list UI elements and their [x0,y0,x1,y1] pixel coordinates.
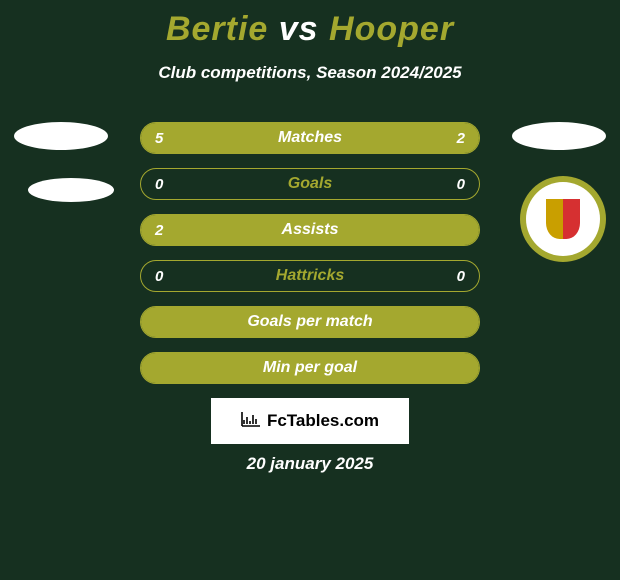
bar-value-right: 2 [457,130,465,147]
stat-bar-row: Min per goal [140,352,480,384]
bar-label: Assists [282,221,339,239]
stat-bars: Matches52Goals00Assists2Hattricks00Goals… [140,122,480,398]
bar-label: Goals per match [247,313,372,331]
subtitle: Club competitions, Season 2024/2025 [0,63,620,83]
bar-label: Hattricks [276,267,344,285]
stat-bar-row: Goals 0 0 [140,168,480,200]
team-badge-right-1 [512,122,606,150]
chart-icon [241,411,261,432]
brand-text: FcTables.com [267,411,379,431]
stat-bar-row: Matches 5 2 [140,122,480,154]
bar-value-left: 2 [155,222,163,239]
bar-value-left: 0 [155,268,163,285]
club-crest-icon [546,199,580,239]
comparison-title: Bertie vs Hooper [0,0,620,49]
team-badge-left-1 [14,122,108,150]
stat-bar-row: Assists 2 [140,214,480,246]
bar-label: Goals [288,175,332,193]
bar-label: Min per goal [263,359,357,377]
player-b-name: Hooper [329,10,454,48]
badge-inner [526,182,600,256]
brand-box: FcTables.com [211,398,409,444]
bar-value-right: 0 [457,268,465,285]
bar-fill-left [141,123,381,153]
date-text: 20 january 2025 [247,454,374,474]
player-a-name: Bertie [166,10,268,48]
bar-value-right: 0 [457,176,465,193]
team-badge-left-2 [28,178,114,202]
bar-value-left: 0 [155,176,163,193]
bar-label: Matches [278,129,342,147]
stat-bar-row: Hattricks 0 0 [140,260,480,292]
bar-value-left: 5 [155,130,163,147]
stat-bar-row: Goals per match [140,306,480,338]
team-badge-right-2 [520,176,606,262]
vs-separator: vs [279,10,319,48]
